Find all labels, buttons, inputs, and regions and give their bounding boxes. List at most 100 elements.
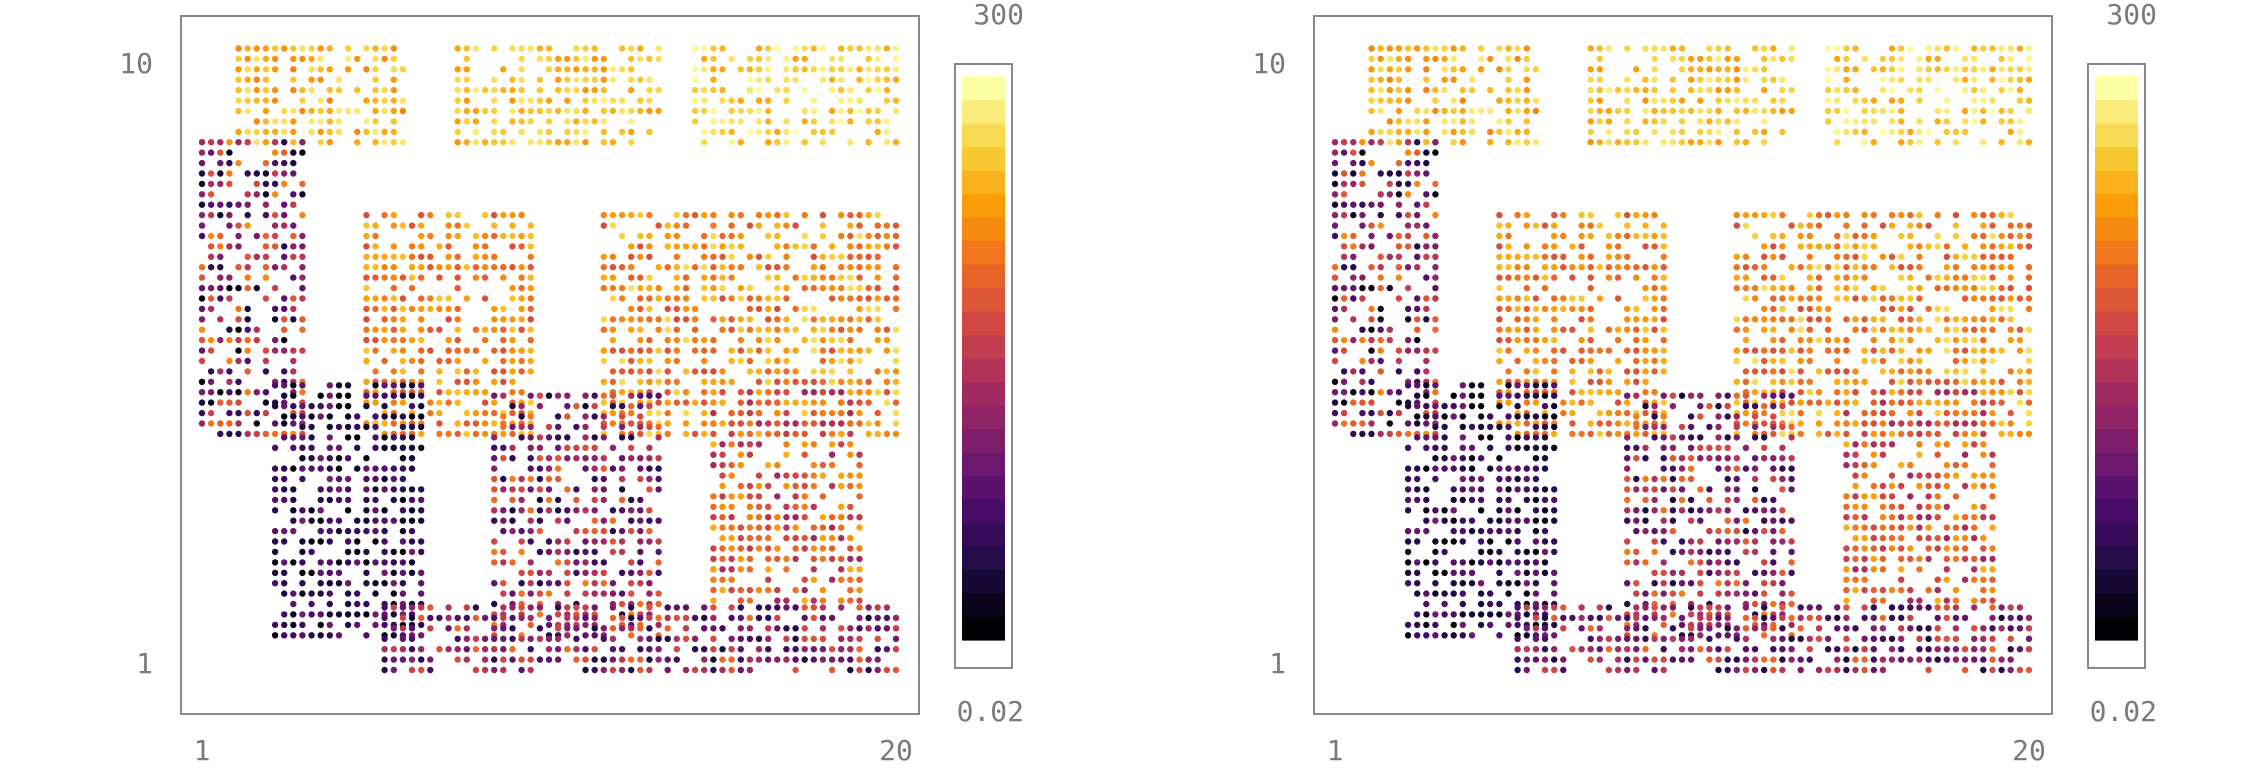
data-point (819, 274, 827, 281)
data-point (856, 243, 863, 250)
data-point (527, 347, 534, 354)
data-point (1779, 76, 1786, 83)
data-point (783, 284, 790, 292)
data-point (591, 475, 598, 483)
data-point (344, 434, 352, 441)
data-point (491, 97, 498, 104)
data-point (1596, 66, 1604, 73)
data-point (1651, 55, 1658, 63)
data-point (363, 295, 370, 302)
data-point (856, 389, 863, 396)
data-point (1368, 389, 1375, 396)
data-point (1916, 118, 1923, 125)
data-point (810, 524, 817, 531)
data-point (1824, 66, 1832, 73)
data-point (1587, 368, 1594, 375)
data-point (271, 118, 279, 125)
data-point (500, 347, 507, 354)
data-point (582, 434, 589, 441)
data-point (1350, 264, 1357, 271)
data-point (1624, 455, 1631, 462)
data-point (646, 625, 653, 632)
data-point (436, 614, 443, 622)
data-point (1678, 392, 1686, 399)
data-point (1468, 128, 1476, 135)
data-point (1505, 507, 1512, 514)
data-point (801, 625, 808, 632)
data-point (509, 402, 516, 410)
data-point (1432, 180, 1439, 188)
data-point (1660, 413, 1667, 420)
data-point (1423, 496, 1430, 504)
data-point (1541, 357, 1549, 365)
data-point (1952, 399, 1960, 406)
data-point (390, 139, 397, 146)
data-point (1742, 264, 1750, 271)
data-point (1459, 600, 1467, 608)
data-point (418, 590, 425, 597)
data-point (1505, 336, 1512, 344)
data-point (1870, 316, 1878, 323)
data-point (281, 149, 288, 156)
data-point (408, 548, 416, 556)
data-point (1843, 451, 1850, 458)
data-point (691, 635, 699, 642)
data-point (1596, 295, 1604, 302)
data-point (509, 604, 516, 611)
data-point (1706, 569, 1713, 576)
data-point (418, 402, 425, 410)
data-point (418, 382, 425, 389)
data-point (600, 55, 607, 63)
data-point (1697, 392, 1704, 399)
data-point (792, 222, 799, 229)
data-point (1751, 389, 1759, 396)
data-point (801, 55, 808, 63)
data-point (344, 600, 352, 608)
data-point (418, 413, 425, 420)
data-point (701, 614, 708, 622)
data-point (1952, 66, 1960, 73)
data-point (883, 232, 891, 240)
data-point (1806, 399, 1814, 406)
data-point (226, 430, 233, 438)
data-point (628, 569, 635, 576)
data-point (847, 555, 854, 563)
data-point (646, 378, 653, 385)
data-point (454, 97, 461, 104)
data-point (1505, 527, 1512, 535)
data-point (755, 76, 763, 83)
data-point (582, 45, 589, 52)
data-point (564, 55, 571, 63)
data-point (765, 420, 772, 427)
data-point (774, 656, 781, 663)
data-point (335, 580, 343, 587)
data-point (1687, 55, 1695, 63)
data-point (427, 614, 434, 622)
data-point (1532, 305, 1540, 313)
data-point (317, 590, 324, 597)
data-point (591, 55, 598, 63)
data-point (628, 55, 635, 63)
data-point (1788, 316, 1795, 323)
data-point (765, 139, 772, 146)
data-point (2007, 316, 2014, 323)
data-point (262, 232, 270, 240)
data-point (801, 656, 808, 663)
data-point (463, 45, 470, 52)
data-point (1395, 45, 1403, 52)
data-point (281, 632, 288, 639)
data-point (673, 646, 680, 653)
data-point (618, 378, 626, 385)
data-point (344, 486, 352, 493)
data-point (271, 538, 279, 545)
data-point (408, 274, 416, 281)
data-point (746, 503, 754, 510)
data-point (582, 590, 589, 597)
data-point (436, 368, 443, 375)
data-point (317, 118, 324, 125)
data-point (691, 368, 699, 375)
data-point (682, 625, 690, 632)
data-point (1423, 392, 1430, 399)
data-point (1651, 128, 1658, 135)
data-point (765, 604, 772, 611)
